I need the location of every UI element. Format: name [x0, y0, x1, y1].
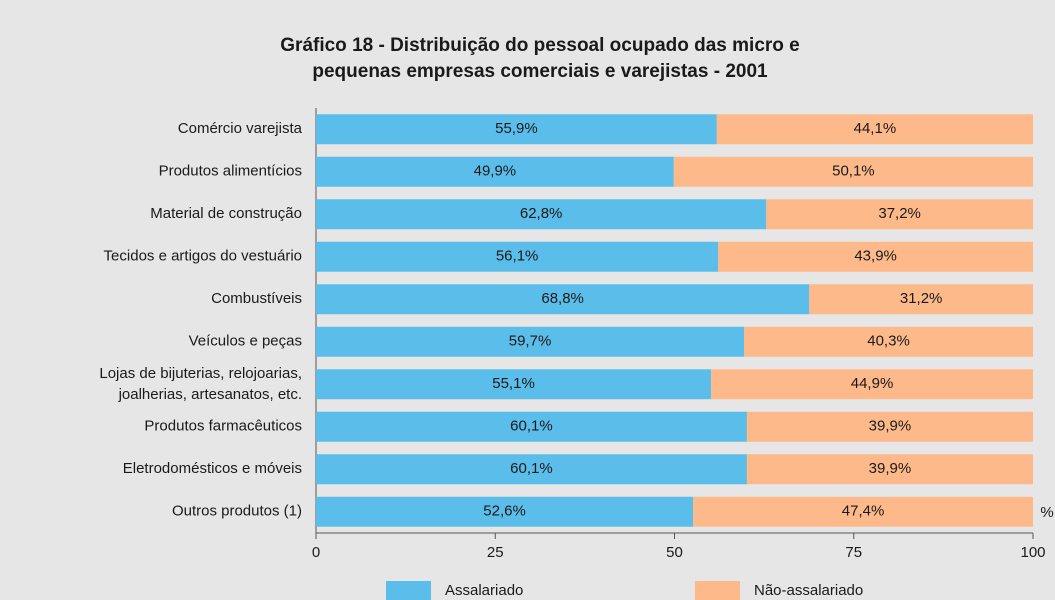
data-label: 62,8%	[520, 205, 563, 222]
x-tick-label: 50	[666, 544, 683, 561]
y-tick-label: Tecidos e artigos do vestuário	[104, 248, 302, 265]
bar-segment	[744, 326, 1033, 357]
data-label: 31,2%	[900, 290, 943, 307]
data-label: 37,2%	[878, 205, 921, 222]
y-tick-label: Material de construção	[150, 205, 302, 222]
bar-segment	[316, 369, 712, 400]
y-tick-label: Lojas de bijuterias, relojoarias, joalher…	[99, 365, 302, 403]
data-label: 44,1%	[854, 120, 897, 137]
y-tick-label: Veículos e peças	[189, 333, 302, 350]
bar-segment	[746, 454, 1033, 485]
legend-swatch	[695, 581, 740, 600]
data-label: 52,6%	[483, 503, 526, 520]
x-tick-label: 100	[1020, 544, 1045, 561]
data-label: 60,1%	[510, 418, 553, 435]
bar-segment	[316, 156, 674, 187]
y-tick-label: Outros produtos (1)	[172, 503, 302, 520]
y-tick-label: Eletrodomésticos e móveis	[123, 460, 302, 477]
data-label: 49,9%	[474, 163, 517, 180]
data-label: 43,9%	[854, 248, 897, 265]
data-label: 68,8%	[541, 290, 584, 307]
y-tick-label: Produtos alimentícios	[159, 163, 302, 180]
bar-segment	[316, 199, 767, 230]
bar-segment	[316, 454, 747, 485]
data-label: 55,1%	[492, 375, 535, 392]
legend-label: Assalariado	[445, 582, 523, 599]
bar-segment	[316, 496, 694, 527]
data-label: 47,4%	[842, 503, 885, 520]
data-label: 50,1%	[832, 163, 875, 180]
data-label: 39,9%	[869, 460, 912, 477]
legend-label: Não-assalariado	[754, 582, 863, 599]
data-label: 55,9%	[495, 120, 538, 137]
bar-segment	[716, 114, 1033, 145]
y-tick-label: Comércio varejista	[178, 120, 303, 137]
data-label: 59,7%	[509, 333, 552, 350]
data-label: 60,1%	[510, 460, 553, 477]
bar-segment	[316, 284, 810, 315]
bar-segment	[316, 411, 747, 442]
x-tick-label: 0	[312, 544, 320, 561]
bar-segment	[711, 369, 1033, 400]
y-tick-label: Combustíveis	[211, 290, 302, 307]
x-tick-label: 75	[845, 544, 862, 561]
bar-segment	[766, 199, 1033, 230]
y-tick-label: Produtos farmacêuticos	[144, 418, 302, 435]
chart-title: Gráfico 18 - Distribuição do pessoal ocu…	[280, 35, 799, 82]
bar-segment	[693, 496, 1033, 527]
bar-segment	[718, 241, 1033, 272]
bar-segment	[809, 284, 1033, 315]
data-label: 56,1%	[496, 248, 539, 265]
x-axis-label: %	[1040, 504, 1053, 521]
legend-swatch	[386, 581, 431, 600]
bar-segment	[316, 326, 745, 357]
bar-segment	[316, 241, 719, 272]
data-label: 40,3%	[867, 333, 910, 350]
bar-segment	[673, 156, 1033, 187]
bar-segment	[746, 411, 1033, 442]
data-label: 44,9%	[851, 375, 894, 392]
x-tick-label: 25	[487, 544, 504, 561]
data-label: 39,9%	[869, 418, 912, 435]
bar-segment	[316, 114, 717, 145]
